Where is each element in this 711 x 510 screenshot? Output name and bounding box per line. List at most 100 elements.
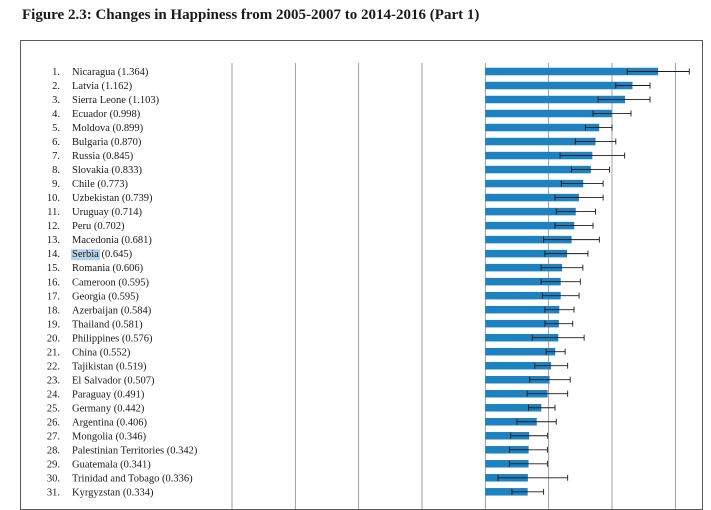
country-name: Nicaragua: [72, 67, 115, 78]
country-label: Trinidad and Tobago (0.336): [72, 473, 193, 484]
error-bar: [615, 82, 651, 89]
country-label: Paraguay (0.491): [72, 389, 145, 400]
country-name: China: [72, 347, 97, 358]
value-label: (0.714): [109, 207, 143, 218]
value-label: (0.645): [99, 249, 133, 260]
country-name: Philippines: [72, 333, 119, 344]
bar: [485, 235, 572, 244]
bar: [485, 446, 529, 454]
bar: [485, 263, 563, 272]
error-bars: [497, 68, 690, 495]
chart-frame: 1. Nicaragua (1.364) 2. Latvia (1.162) 3. Sie…: [20, 40, 703, 510]
value-label: (0.595): [116, 277, 150, 288]
country-label: Tajikistan (0.519): [72, 361, 147, 372]
rank-label: 9.: [52, 179, 60, 190]
value-label: (0.346): [113, 431, 147, 442]
country-label: El Salvador (0.507): [72, 375, 155, 386]
rank-label: 12.: [47, 221, 60, 232]
rank-label: 18.: [47, 305, 60, 316]
value-label: (1.364): [115, 67, 149, 78]
error-bar: [540, 264, 584, 271]
country-name: Mongolia: [72, 431, 113, 442]
country-name: Bulgaria: [72, 137, 108, 148]
rank-label: 26.: [47, 417, 60, 428]
bar: [485, 277, 561, 286]
rank-label: 27.: [47, 431, 60, 442]
value-label: (1.162): [99, 81, 133, 92]
bar: [485, 305, 560, 314]
value-label: (0.702): [91, 221, 125, 232]
error-bar: [497, 474, 569, 481]
rank-label: 8.: [52, 165, 60, 176]
value-label: (0.681): [119, 235, 153, 246]
rank-label: 1.: [52, 67, 60, 78]
bar: [485, 488, 528, 496]
error-bar: [544, 306, 575, 313]
error-bar: [510, 432, 548, 439]
country-label: Uruguay (0.714): [72, 207, 142, 218]
country-name: Slovakia: [72, 165, 109, 176]
rank-label: 30.: [47, 473, 60, 484]
value-label: (0.581): [109, 319, 143, 330]
rank-label: 20.: [47, 333, 60, 344]
bar: [485, 109, 612, 118]
rank-label: 15.: [47, 263, 60, 274]
country-name: Argentina: [72, 417, 114, 428]
bar: [485, 347, 556, 356]
country-name: Uzbekistan: [72, 193, 120, 204]
country-label: Slovakia (0.833): [72, 165, 142, 176]
rank-label: 16.: [47, 277, 60, 288]
value-label: (0.845): [100, 151, 134, 162]
country-label: Chile (0.773): [72, 179, 128, 190]
country-name: Thailand: [72, 319, 110, 330]
error-bar: [571, 166, 610, 173]
bar: [485, 151, 593, 160]
error-bar: [592, 110, 632, 117]
bar-chart: 1. Nicaragua (1.364) 2. Latvia (1.162) 3. Sie…: [47, 63, 690, 509]
rank-label: 25.: [47, 403, 60, 414]
value-label: (0.833): [109, 165, 143, 176]
bar: [485, 165, 591, 174]
country-label: Germany (0.442): [72, 403, 145, 414]
highlight-layer: [71, 249, 101, 261]
country-label: Sierra Leone (1.103): [72, 95, 160, 106]
value-label: (0.606): [110, 263, 144, 274]
country-label: Guatemala (0.341): [72, 459, 151, 470]
error-bar: [529, 376, 571, 383]
bar: [485, 137, 596, 146]
bar: [485, 81, 633, 90]
country-name: Romania: [72, 263, 110, 274]
country-name: Sierra Leone: [72, 95, 126, 106]
country-label: Ecuador (0.998): [72, 109, 141, 120]
country-label: Kyrgyzstan (0.334): [72, 487, 154, 498]
value-label: (0.519): [113, 361, 147, 372]
country-label: Bulgaria (0.870): [72, 137, 142, 148]
rank-label: 29.: [47, 459, 60, 470]
error-bar: [554, 194, 604, 201]
error-bar: [584, 124, 613, 131]
rank-label: 4.: [52, 109, 60, 120]
value-label: (0.998): [107, 109, 141, 120]
country-name: Ecuador: [72, 109, 107, 120]
value-label: (0.595): [106, 291, 140, 302]
country-name: Germany: [72, 403, 112, 414]
country-label: Thailand (0.581): [72, 319, 143, 330]
value-label: (0.442): [111, 403, 145, 414]
country-label: Philippines (0.576): [72, 333, 153, 344]
value-label: (0.406): [114, 417, 148, 428]
country-label: Nicaragua (1.364): [72, 67, 149, 78]
bar: [485, 179, 584, 188]
rank-label: 23.: [47, 375, 60, 386]
country-name: Peru: [72, 221, 92, 232]
value-label: (0.491): [111, 389, 145, 400]
country-name: Uruguay: [72, 207, 109, 218]
value-label: (0.739): [119, 193, 153, 204]
bar: [485, 95, 626, 104]
error-bar: [544, 320, 574, 327]
bar: [485, 67, 659, 76]
country-name: Paraguay: [72, 389, 112, 400]
country-labels: 1. Nicaragua (1.364) 2. Latvia (1.162) 3. Sie…: [47, 67, 198, 498]
bar: [485, 249, 568, 258]
country-label: Azerbaijan (0.584): [72, 305, 152, 316]
bar: [485, 418, 537, 426]
